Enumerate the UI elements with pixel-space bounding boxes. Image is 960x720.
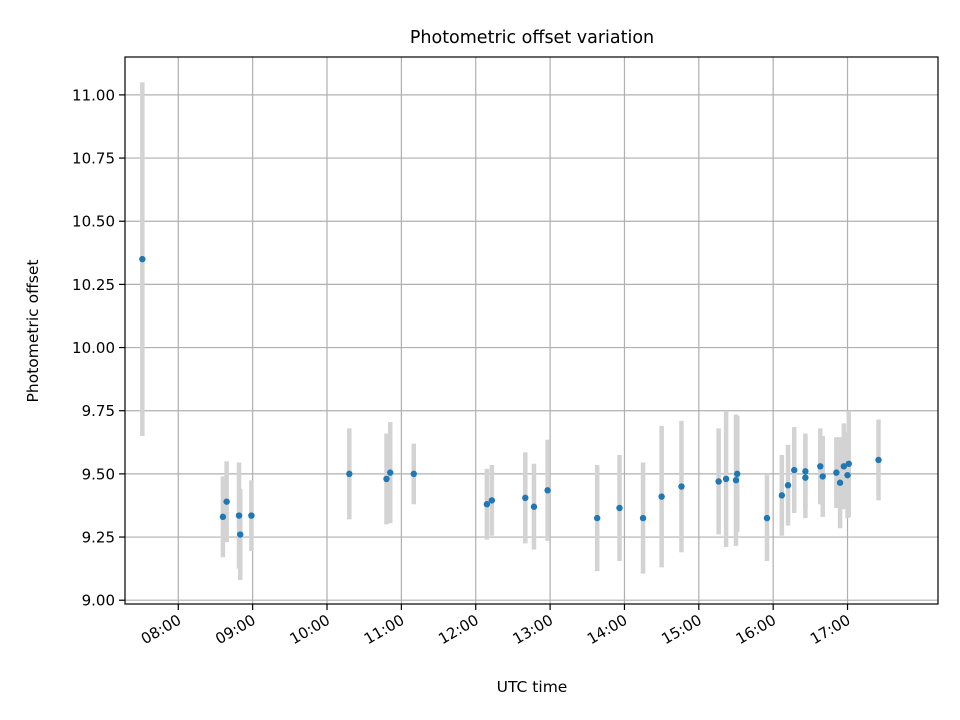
- plot-frame: [124, 56, 939, 605]
- data-point: [844, 471, 851, 479]
- data-point: [530, 503, 538, 510]
- chart-title: Photometric offset variation: [410, 28, 654, 48]
- y-tick-label: 10.50: [72, 213, 115, 231]
- data-point: [223, 498, 230, 505]
- data-point: [791, 466, 798, 474]
- data-point: [817, 463, 824, 470]
- data-point: [639, 514, 647, 522]
- data-point: [483, 501, 491, 508]
- data-point: [488, 497, 496, 504]
- data-point: [383, 475, 390, 483]
- data-point: [722, 475, 730, 483]
- y-axis: 9.00 9.25 9.50 9.75 10.00 10.25 10.50 10.75 11.0…: [72, 86, 125, 610]
- data-point: [732, 476, 740, 484]
- data-point: [237, 531, 244, 538]
- data-point: [248, 512, 255, 519]
- y-tick-label: 10.75: [72, 150, 115, 168]
- data-point: [845, 460, 852, 467]
- data-point: [778, 492, 786, 499]
- data-point: [346, 470, 353, 478]
- data-point: [802, 474, 809, 481]
- data-point: [522, 494, 529, 502]
- y-axis-label: Photometric offset: [24, 260, 42, 403]
- data-point: [833, 469, 840, 476]
- y-tick-label: 10.00: [72, 339, 115, 357]
- data-point: [784, 482, 792, 489]
- x-axis-label: UTC time: [497, 678, 568, 696]
- data-point: [715, 478, 722, 485]
- data-point: [410, 470, 417, 478]
- data-point: [840, 463, 848, 470]
- data-point: [235, 512, 243, 519]
- data-point: [593, 514, 601, 522]
- y-tick-label: 9.00: [82, 592, 115, 610]
- y-tick-label: 11.00: [72, 86, 115, 104]
- y-tick-label: 9.50: [82, 465, 115, 483]
- data-point: [819, 473, 826, 480]
- data-point: [734, 470, 741, 478]
- y-tick-label: 10.25: [72, 276, 115, 294]
- data-point: [544, 487, 551, 494]
- data-point: [139, 255, 146, 263]
- data-point: [678, 483, 685, 490]
- y-tick-label: 9.25: [82, 529, 115, 547]
- data-point: [875, 456, 882, 464]
- data-point: [387, 469, 394, 476]
- marker-layer: [139, 255, 882, 538]
- data-point: [763, 514, 771, 522]
- data-point: [836, 479, 844, 486]
- y-tick-label: 9.75: [82, 402, 115, 420]
- data-point: [658, 493, 665, 500]
- grid-layer: [125, 57, 938, 604]
- data-point: [219, 513, 227, 521]
- data-point: [802, 468, 809, 475]
- data-point: [616, 504, 623, 512]
